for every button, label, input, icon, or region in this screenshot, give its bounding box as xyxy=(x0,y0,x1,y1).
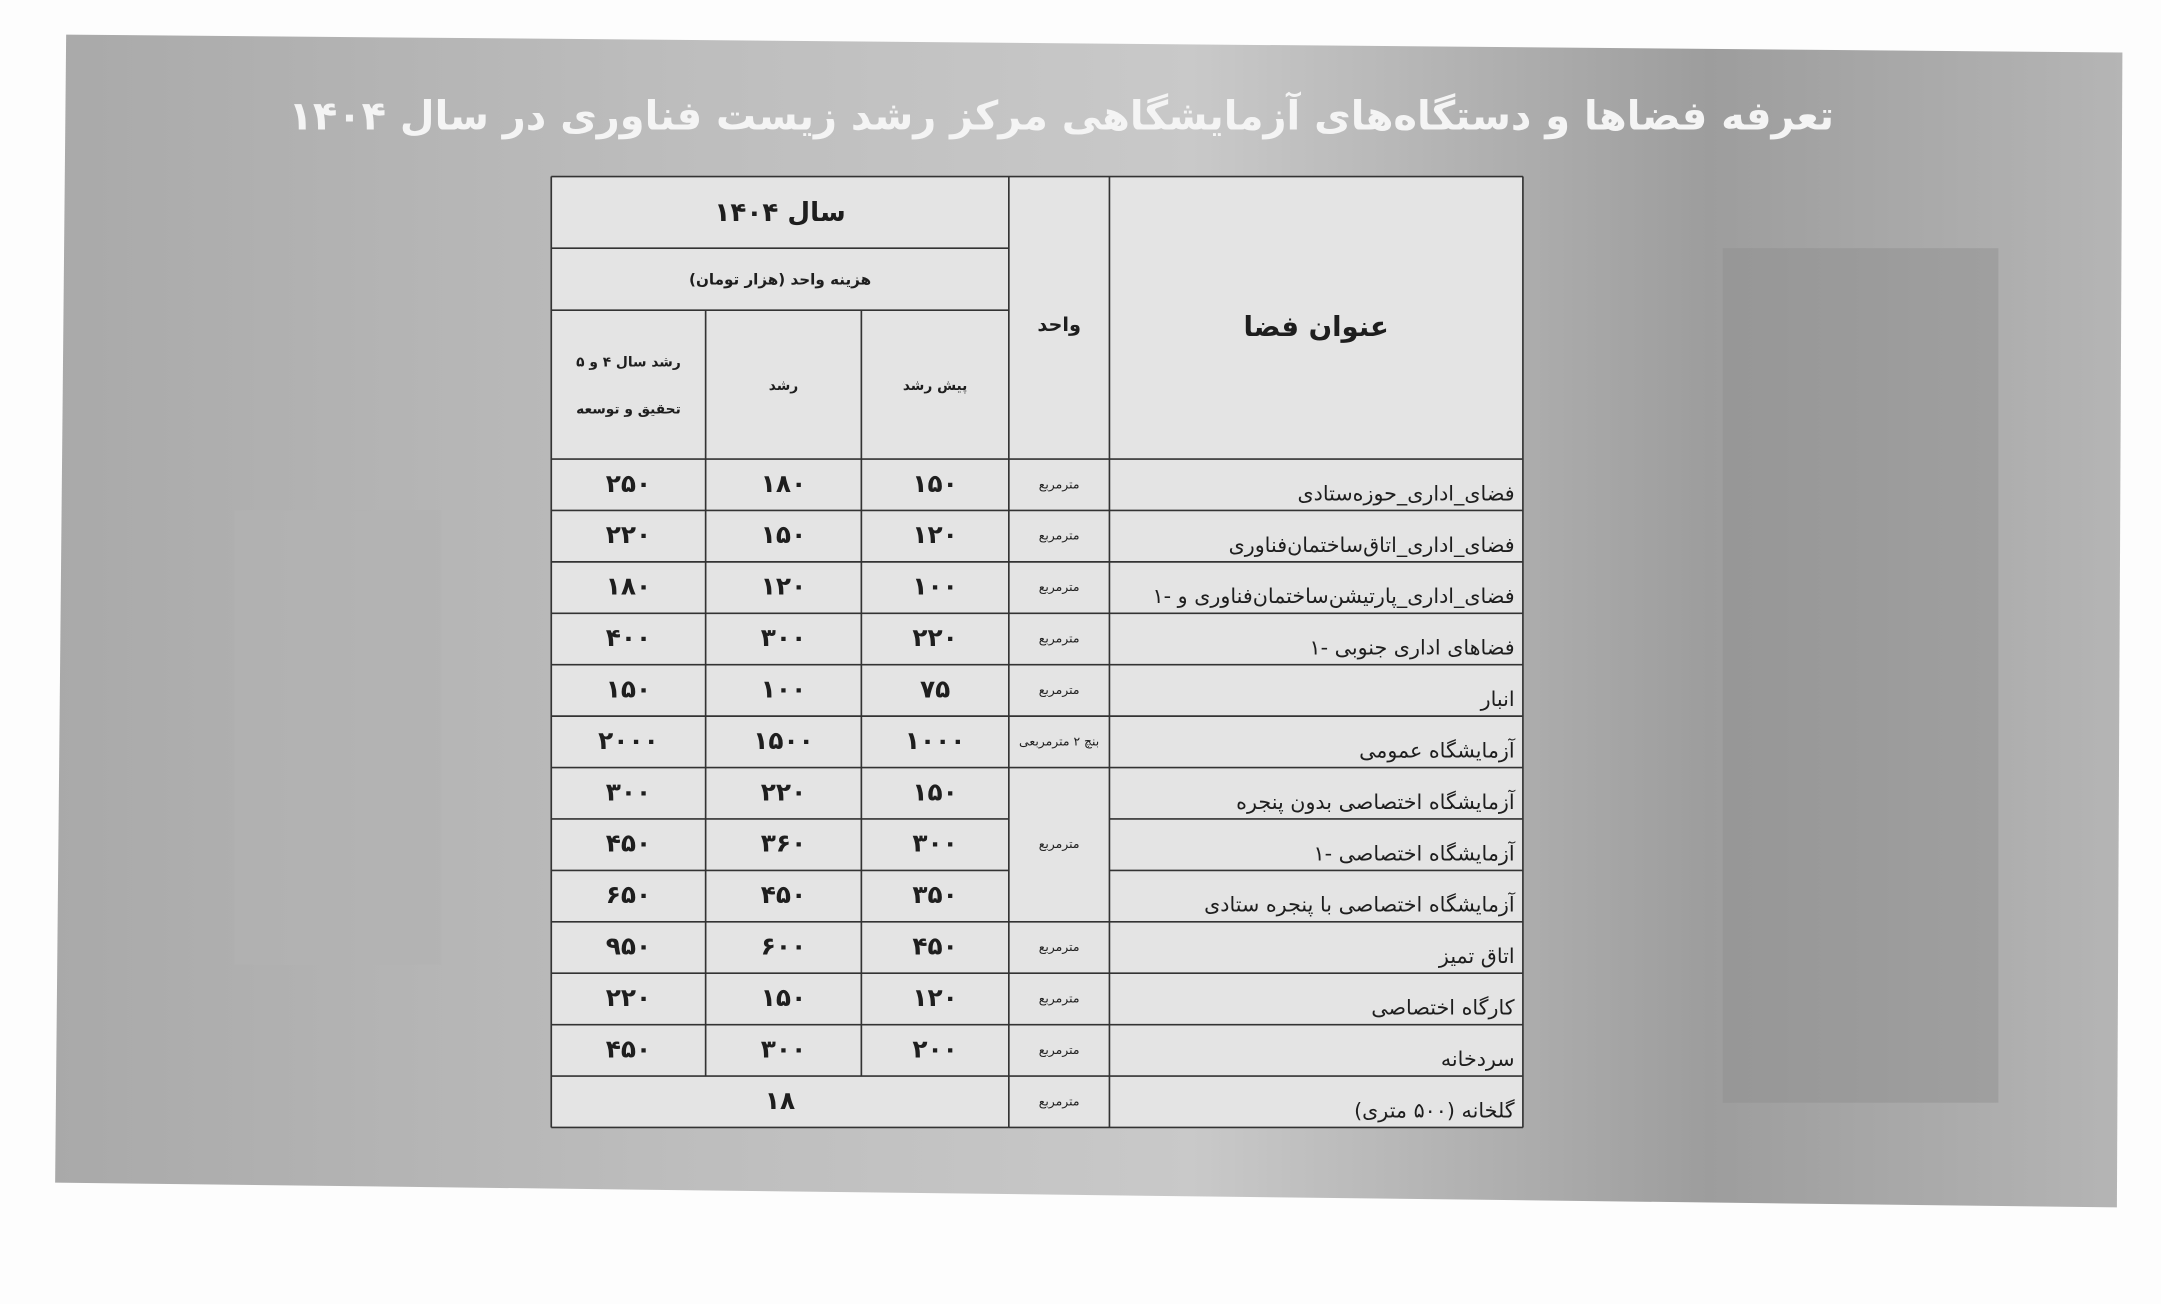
space-name: گلخانه (۵۰۰ متری) xyxy=(1354,1098,1515,1122)
space-name: فضای_اداری_اتاق‌ساختمان‌فناوری xyxy=(1229,533,1515,557)
cost-value: ۱۲۰ xyxy=(912,983,957,1012)
space-name: فضای_اداری_حوزه‌ستادی xyxy=(1297,481,1514,505)
cost-value: ۲۲۰ xyxy=(912,623,957,652)
cost-value: ۲۰۰۰ xyxy=(598,726,659,755)
cost-value: ۲۲۰ xyxy=(606,983,651,1012)
cost-value: ۳۶۰ xyxy=(761,829,806,858)
unit: مترمربع xyxy=(1039,631,1080,647)
table: سال ۱۴۰۴ هزینه واحد (هزار تومان) عنوان فضا… xyxy=(550,175,1524,1129)
space-name: سردخانه xyxy=(1441,1047,1515,1071)
cost-value: ۲۲۰ xyxy=(606,520,651,549)
cost-value: ۶۰۰ xyxy=(761,932,806,961)
cost-value: ۱۰۰۰ xyxy=(905,726,966,755)
cost-value: ۴۵۰ xyxy=(606,1034,651,1063)
unit: مترمربع xyxy=(1039,939,1080,955)
unit: مترمربع xyxy=(1039,990,1080,1006)
cost-value: ۲۰۰ xyxy=(912,1034,957,1063)
unit: مترمربع xyxy=(1039,476,1080,492)
cost-value: ۳۰۰ xyxy=(606,777,651,806)
cost-value: ۱۵۰۰ xyxy=(753,726,814,755)
cost-value: ۳۰۰ xyxy=(912,829,957,858)
background-shape xyxy=(234,510,442,965)
space-name: فضای_اداری_پارتیشن‌ساختمان‌فناوری و -۱ xyxy=(1153,584,1515,608)
unit-header: واحد xyxy=(1037,313,1081,336)
cost-value: ۱۵۰ xyxy=(912,777,957,806)
cost-unit-header: هزینه واحد (هزار تومان) xyxy=(689,270,871,288)
unit: مترمربع xyxy=(1039,579,1080,595)
space-name: اتاق تمیز xyxy=(1438,944,1515,968)
space-name: فضاهای اداری جنوبی -۱ xyxy=(1309,636,1514,660)
cost-value: ۳۰۰ xyxy=(761,1034,806,1063)
column-header: رشد xyxy=(769,378,798,394)
unit: مترمربع xyxy=(1039,682,1080,698)
cost-value: ۲۲۰ xyxy=(761,777,806,806)
cost-value: ۱۰۰ xyxy=(761,674,806,703)
cost-value: ۱۸ xyxy=(765,1086,795,1115)
unit: مترمربع xyxy=(1039,528,1080,544)
space-name: آزمایشگاه اختصاصی با پنجره ستادی xyxy=(1204,892,1516,917)
unit: مترمربع xyxy=(1039,836,1080,852)
space-name: انبار xyxy=(1480,687,1515,711)
space-name: آزمایشگاه عمومی xyxy=(1359,737,1516,762)
cost-value: ۱۸۰ xyxy=(761,469,806,498)
title: تعرفه فضاها و دستگاه‌های آزمایشگاهی مرکز… xyxy=(288,91,1834,140)
table-background xyxy=(551,176,1523,1128)
cost-value: ۴۵۰ xyxy=(606,829,651,858)
cost-value: ۳۵۰ xyxy=(912,880,957,909)
cost-value: ۱۲۰ xyxy=(912,520,957,549)
cost-value: ۴۰۰ xyxy=(606,623,651,652)
column-header: پیش رشد xyxy=(903,378,967,394)
column-header: رشد سال ۴ و ۵ xyxy=(576,355,681,371)
cost-value: ۱۵۰ xyxy=(912,469,957,498)
unit: مترمربع xyxy=(1039,1042,1080,1058)
cost-value: ۱۵۰ xyxy=(761,983,806,1012)
cost-value: ۹۵۰ xyxy=(606,932,651,961)
cost-value: ۴۵۰ xyxy=(912,932,957,961)
cost-value: ۳۰۰ xyxy=(761,623,806,652)
cost-value: ۷۵ xyxy=(920,674,950,703)
column-header: تحقیق و توسعه xyxy=(576,401,681,417)
cost-value: ۱۲۰ xyxy=(761,572,806,601)
cost-value: ۱۸۰ xyxy=(606,572,651,601)
unit: مترمربع xyxy=(1039,1093,1080,1109)
space-name: آزمایشگاه اختصاصی -۱ xyxy=(1313,840,1515,865)
cost-value: ۱۰۰ xyxy=(912,572,957,601)
cost-value: ۱۵۰ xyxy=(606,674,651,703)
space-name: کارگاه اختصاصی xyxy=(1371,996,1514,1020)
space-title-header: عنوان فضا xyxy=(1243,311,1388,343)
unit: بنچ ۲ مترمربعی xyxy=(1019,733,1099,749)
space-name: آزمایشگاه اختصاصی بدون پنجره xyxy=(1236,789,1516,814)
cost-value: ۴۵۰ xyxy=(761,880,806,909)
year-header: سال ۱۴۰۴ xyxy=(714,198,845,228)
cost-value: ۶۵۰ xyxy=(606,880,651,909)
cost-value: ۲۵۰ xyxy=(606,469,651,498)
background-shape xyxy=(1722,248,1999,1103)
cost-value: ۱۵۰ xyxy=(761,520,806,549)
